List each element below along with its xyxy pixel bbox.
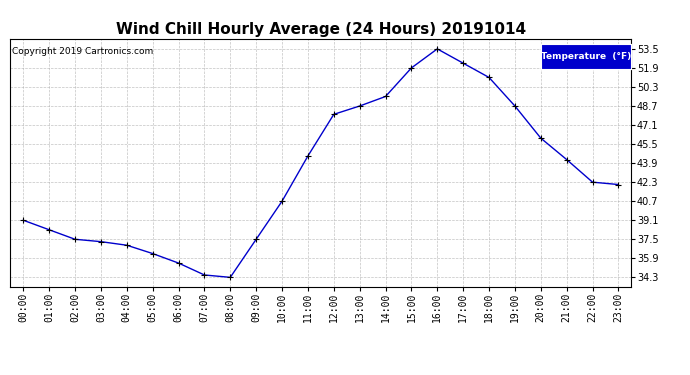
Text: Copyright 2019 Cartronics.com: Copyright 2019 Cartronics.com xyxy=(12,47,154,56)
Title: Wind Chill Hourly Average (24 Hours) 20191014: Wind Chill Hourly Average (24 Hours) 201… xyxy=(116,22,526,37)
